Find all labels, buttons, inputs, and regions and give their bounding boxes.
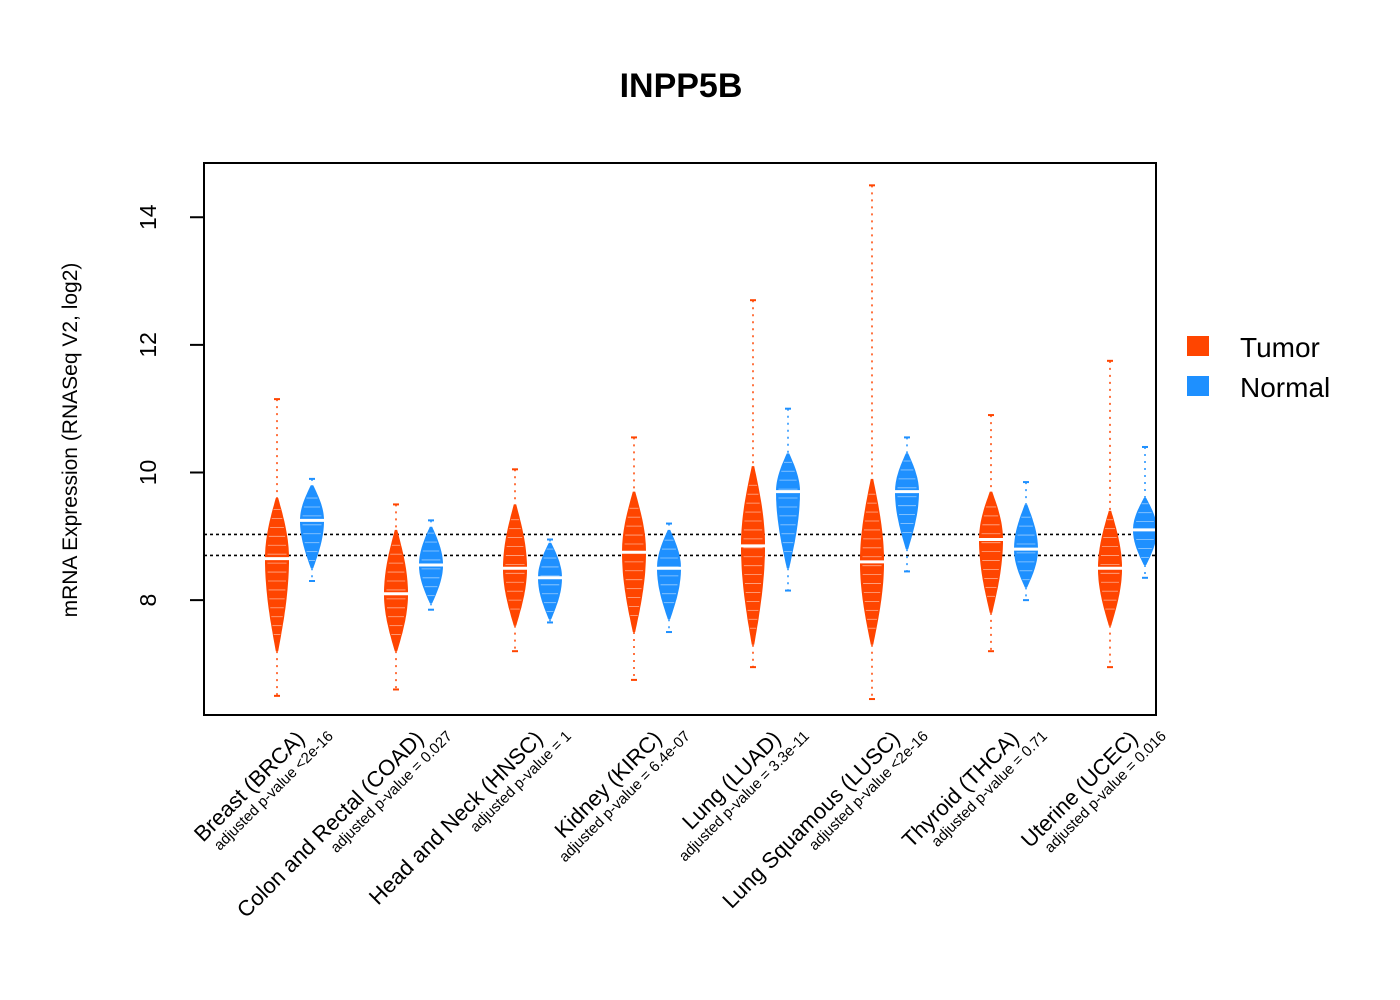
violin-tumor [979,414,1003,653]
violin-normal [776,407,800,592]
violin-normal [657,522,681,634]
violin-normal [1133,445,1157,579]
violin-body [1014,504,1038,588]
violin-tumor [265,398,289,697]
violin-normal [895,436,919,573]
x-category-label: Breast (BRCA) [189,726,310,847]
violin-body [657,529,681,620]
violin-tumor [503,468,527,653]
violin-body [979,491,1003,613]
violin-normal [300,477,324,582]
violin-body [503,504,527,626]
violin-normal [1014,481,1038,602]
reference-lines [204,533,1156,557]
violins [265,184,1157,701]
x-axis-labels: Breast (BRCA)adjusted p-value <2e-16Colo… [189,726,1170,923]
violin-tumor [1098,359,1122,669]
violin-tumor [741,299,765,669]
y-axis-label: mRNA Expression (RNASeq V2, log2) [59,263,82,618]
violin-body [776,453,800,569]
plot-frame [203,162,1157,716]
legend-swatch-tumor [1187,336,1209,356]
violin-tumor [860,184,884,701]
legend-label-tumor: Tumor [1240,332,1320,363]
y-tick-label: 12 [135,332,161,358]
violin-tumor [622,436,646,681]
violin-body [741,466,765,645]
y-tick-label: 8 [135,594,161,607]
legend-label-normal: Normal [1240,372,1330,403]
y-tick-label: 14 [135,204,161,230]
legend-swatch-normal [1187,376,1209,396]
legend: Tumor Normal [1187,332,1330,403]
violin-body [300,485,324,569]
violin-body [384,529,408,652]
y-tick-label: 10 [135,460,161,486]
violin-body [265,498,289,652]
y-axis: 8 10 12 14 [135,204,205,607]
chart-title: INPP5B [620,67,743,105]
violin-body [538,542,562,620]
violin-normal [419,519,443,611]
violin-body [895,453,919,550]
violin-normal [538,538,562,624]
violin-tumor [384,503,408,691]
